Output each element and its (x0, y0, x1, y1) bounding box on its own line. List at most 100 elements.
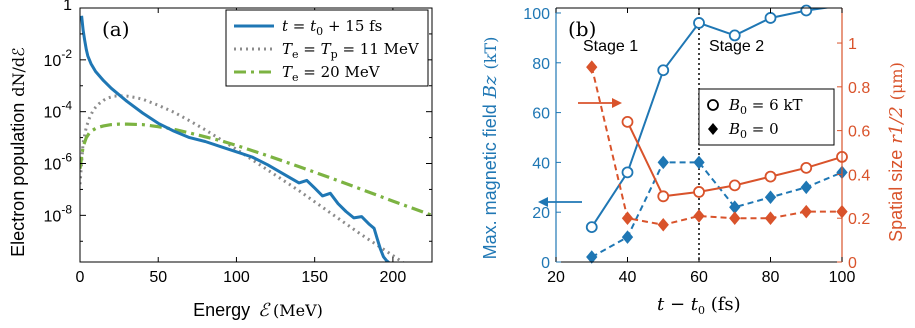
panel-b-series-1 (590, 8, 832, 228)
y-tick-exponent: -2 (61, 47, 72, 61)
panel-b-right-tick-label: 0.6 (848, 124, 870, 141)
panel-b-legend-label-2-part: = 0 (747, 120, 779, 138)
panel-b-right-axis-arrow-head (612, 98, 622, 108)
panel-b-right-tick-label: 0.4 (848, 167, 870, 184)
panel-b-label: (b) (568, 17, 596, 41)
panel-a-y-tick-label: 10-8 (44, 202, 73, 225)
panel-b-legend-label-2-part: 0 (740, 128, 747, 141)
panel-b-point-circle (621, 115, 634, 128)
panel-a-series-1 (80, 15, 391, 262)
panel-a-ylabel-text: Electron population (8, 103, 28, 257)
panel-b-point-diamond (586, 60, 598, 74)
panel-b-right-label-text: Spatial size (886, 150, 906, 242)
panel-b-right-tick-label: 0.2 (848, 211, 870, 228)
panel-b-left-tick-label: 20 (532, 205, 550, 222)
panel-b-point-diamond (621, 230, 634, 244)
y-tick-exponent: -8 (61, 202, 72, 216)
svg-text:Spatial sizer1/2(μm): Spatial size r1/2 (μm) (886, 62, 907, 242)
panel-a-series-3 (80, 122, 432, 217)
panel-b-left-label-symbol: Bz (480, 75, 501, 99)
panel-b-left-axis-arrow-head (538, 197, 548, 207)
panel-b-legend-label-1-part: B (728, 96, 740, 114)
panel-b-x-tick-label: 100 (829, 269, 856, 286)
y-tick-base: 1 (63, 0, 72, 14)
panel-b-right-axis-label: Spatial size r1/2 (μm) (886, 62, 907, 242)
panel-a-legend-label-1-part: = (288, 17, 310, 35)
panel-b-point-diamond (657, 217, 669, 232)
panel-b-right-label-symbol: r1/2 (886, 106, 907, 144)
panel-b-x-tick-label: 40 (619, 269, 637, 286)
panel-b-left-tick-label: 80 (532, 56, 550, 73)
panel-b-point-circle (800, 4, 813, 17)
y-tick-exponent: -6 (61, 151, 72, 165)
panel-b-legend-label-1-part: = 6 kT (747, 96, 803, 114)
panel-b-point-diamond (693, 155, 705, 170)
panel-b-point-circle (657, 190, 670, 203)
panel-b-stage1-label: Stage 1 (583, 38, 638, 55)
panel-b-left-axis-label: Max. magnetic field Bz (kT) (480, 37, 501, 260)
panel-a-xlabel-text: Energy (193, 300, 250, 320)
panel-a-legend-label-3-part: = 20 MeV (299, 63, 381, 81)
panel-a-legend-label-2-part: e (292, 48, 299, 61)
panel-a-legend-label-1-part: t (310, 17, 317, 35)
y-tick-base: 10 (44, 157, 62, 174)
panel-b: Max. magnetic field Bz (kT) Spatial size r1… (480, 4, 907, 317)
panel-b-right-label-unit: (μm) (887, 62, 906, 100)
panel-b-legend-box (698, 88, 835, 146)
y-tick-base: 10 (44, 208, 62, 225)
panel-b-legend-label-2: B0 = 0 (728, 120, 779, 141)
panel-a-label: (a) (102, 17, 130, 41)
panel-b-point-circle (800, 161, 813, 174)
panel-a-y-tick-label: 10-2 (44, 47, 73, 70)
panel-b-left-tick-label: 0 (541, 255, 550, 272)
panel-b-point-diamond (800, 180, 812, 195)
panel-b-right-tick-label: 1 (848, 36, 857, 53)
panel-b-legend-marker-circle (707, 99, 719, 111)
panel-a-y-tick-label: 10-4 (44, 99, 73, 122)
panel-b-x-axis-label-part: − (664, 294, 691, 315)
panel-b-point-circle (764, 12, 777, 24)
svg-text:Electron populationdN/dℰ: Electron population dN/dℰ (8, 47, 28, 257)
panel-a-xlabel-symbol: ℰ (258, 300, 271, 321)
panel-a-x-tick-label: 200 (380, 269, 407, 286)
panel-b-left-label-text: Max. magnetic field (480, 104, 500, 259)
panel-b-x-tick-label: 20 (547, 269, 565, 286)
panel-b-point-diamond (621, 211, 634, 225)
panel-b-right-tick-label: 0.8 (848, 80, 870, 97)
panel-b-point-diamond (729, 211, 741, 225)
panel-b-point-diamond (800, 204, 812, 219)
panel-a-legend-label-3-part: T (282, 63, 293, 81)
panel-a-legend-label-2-part: = (299, 40, 321, 58)
panel-a-legend-label-2-part: T (321, 40, 332, 58)
panel-b-point-circle (728, 179, 741, 192)
panel-b-left-tick-label: 60 (532, 106, 550, 123)
panel-b-left-label-unit: (kT) (481, 37, 500, 70)
y-tick-exponent: -4 (61, 99, 72, 113)
panel-a-x-axis-label: Energy ℰ (MeV) (193, 300, 323, 321)
panel-b-point-circle (621, 166, 634, 179)
panel-b-legend-label-1: B0 = 6 kT (728, 96, 803, 117)
panel-a-legend-label-2: Te = Tp = 11 MeV (282, 40, 420, 61)
panel-a-x-tick-label: 100 (223, 269, 250, 286)
panel-b-x-axis-label-part: t (657, 294, 665, 315)
panel-b-x-axis-label-part: (fs) (705, 294, 741, 315)
panel-a-legend-label-2-part: T (282, 40, 293, 58)
y-tick-base: 10 (44, 105, 62, 122)
panel-b-point-diamond (764, 190, 777, 205)
panel-b-series-4 (590, 66, 842, 226)
panel-b-point-diamond (657, 155, 669, 170)
panel-a-x-tick-label: 150 (301, 269, 328, 286)
svg-text:Max. magnetic fieldBz(kT): Max. magnetic field Bz (kT) (480, 37, 501, 260)
panel-a-ylabel-unit: dN/dℰ (9, 47, 28, 97)
panel-b-stage2-label: Stage 2 (709, 38, 764, 55)
panel-a-legend-label-1-part: t (282, 17, 289, 35)
panel-a-legend-label-3: Te = 20 MeV (282, 63, 381, 84)
panel-b-point-circle (585, 221, 598, 234)
panel-b-point-circle (764, 170, 777, 183)
panel-a-frame (79, 7, 433, 263)
